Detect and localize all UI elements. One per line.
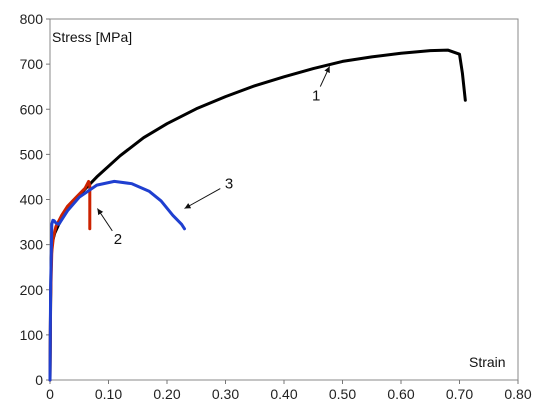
y-tick-label: 400 xyxy=(20,192,44,208)
x-tick-label: 0.80 xyxy=(504,386,531,402)
x-tick-label: 0.70 xyxy=(446,386,473,402)
x-tick-label: 0 xyxy=(46,386,54,402)
y-tick-label: 0 xyxy=(35,372,43,388)
y-tick-label: 600 xyxy=(20,101,44,117)
axes: 0 100 200 300 400 500 600 700 800 0 0.10 0.20 0.30 0.… xyxy=(20,11,532,402)
annotation-arrow xyxy=(96,208,113,232)
series-layer xyxy=(48,48,467,382)
x-tick-label: 0.30 xyxy=(212,386,239,402)
x-tick-label: 0.40 xyxy=(270,386,297,402)
y-tick-label: 800 xyxy=(20,11,44,27)
series-3-line xyxy=(48,179,186,382)
x-tick-label: 0.20 xyxy=(153,386,180,402)
y-tick-label: 700 xyxy=(20,56,44,72)
y-tick-label: 300 xyxy=(20,237,44,253)
annotation-arrow xyxy=(184,188,221,209)
annotation-label: 2 xyxy=(114,231,122,248)
x-tick-label: 0.10 xyxy=(95,386,122,402)
x-tick-label: 0.50 xyxy=(329,386,356,402)
x-axis-title: Strain xyxy=(469,354,506,370)
series-1-line xyxy=(48,48,467,382)
annotation-arrow xyxy=(319,66,331,87)
y-tick-label: 100 xyxy=(20,327,44,343)
annotation-label: 1 xyxy=(312,88,320,105)
y-tick-label: 200 xyxy=(20,282,44,298)
annotations: 1 2 3 xyxy=(96,66,331,248)
x-tick-label: 0.60 xyxy=(387,386,414,402)
y-axis-title: Stress [MPa] xyxy=(52,29,132,45)
annotation-label: 3 xyxy=(225,176,233,193)
series-2-line xyxy=(48,179,92,382)
plot-frame xyxy=(49,18,519,381)
y-tick-label: 500 xyxy=(20,146,44,162)
